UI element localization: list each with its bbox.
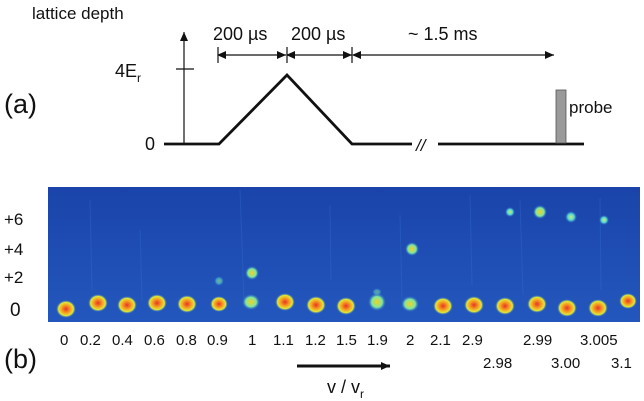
x-label: 2.98 xyxy=(483,355,512,372)
atom-cloud xyxy=(177,295,197,313)
x-label: 3.00 xyxy=(551,355,580,372)
atom-cloud-plus6 xyxy=(505,207,515,217)
x-label: 1.9 xyxy=(367,332,388,349)
y-tick-zero-label: 0 xyxy=(145,134,155,154)
image-noise xyxy=(89,189,602,301)
y-axis-label: lattice depth xyxy=(32,4,124,23)
atom-cloud xyxy=(147,294,167,312)
row-label-zero: 0 xyxy=(10,300,21,321)
x-label: 2.9 xyxy=(462,332,483,349)
x-label: 0.6 xyxy=(144,332,165,349)
atom-cloud xyxy=(56,300,76,318)
atom-cloud xyxy=(588,299,608,317)
atom-cloud-plus6 xyxy=(599,215,609,225)
x-labels-bottom: 2.98 3.00 3.1 xyxy=(483,355,632,372)
atom-diffracted-orders xyxy=(214,205,609,296)
x-label: 3.1 xyxy=(611,355,632,372)
atom-cloud xyxy=(88,294,108,312)
atom-cloud-plus4 xyxy=(405,242,419,256)
interval-1-label: 200 µs xyxy=(213,24,267,44)
x-label: 0.2 xyxy=(80,332,101,349)
x-label: 3.005 xyxy=(580,332,618,349)
lattice-pulse xyxy=(164,72,412,146)
x-label: 0 xyxy=(60,332,68,349)
atom-row-zero xyxy=(56,293,637,318)
x-label: 1.5 xyxy=(336,332,357,349)
x-label: 2.1 xyxy=(430,332,451,349)
atom-cloud-plus6 xyxy=(533,205,547,219)
x-label: 0.9 xyxy=(207,332,228,349)
velocity-axis-label: v / vr xyxy=(327,377,364,401)
atom-cloud-plus4-faint xyxy=(372,288,382,296)
x-label: 1 xyxy=(248,332,256,349)
atom-cloud xyxy=(619,293,637,309)
atom-cloud-plus6 xyxy=(565,211,577,223)
atom-cloud xyxy=(495,297,515,315)
atom-cloud xyxy=(433,297,453,315)
atom-cloud xyxy=(464,296,484,314)
atom-cloud-plus2 xyxy=(245,266,259,280)
row-label-plus2: +2 xyxy=(4,268,23,287)
interval-3-label: ~ 1.5 ms xyxy=(408,24,478,44)
atom-cloud-plus2 xyxy=(214,276,224,286)
atom-cloud xyxy=(306,296,326,314)
y-tick-4er-label: 4Er xyxy=(115,61,141,85)
atom-cloud xyxy=(557,299,577,317)
x-label: 2 xyxy=(406,332,414,349)
axis-break-mark: // xyxy=(415,136,428,155)
interval-2-label: 200 µs xyxy=(291,24,345,44)
atom-cloud xyxy=(210,296,228,312)
atom-cloud xyxy=(275,293,295,311)
panel-b-label: (b) xyxy=(4,344,37,374)
atom-cloud xyxy=(368,293,386,311)
atom-cloud xyxy=(401,296,419,312)
panel-a: (a) lattice depth 4Er 0 // probe 200 µs … xyxy=(4,4,612,155)
panel-a-label: (a) xyxy=(4,89,37,119)
x-labels-top: 0 0.2 0.4 0.6 0.8 0.9 1 1.1 1.2 1.5 1.9 … xyxy=(60,332,618,349)
probe-label: probe xyxy=(569,98,612,117)
x-label: 0.8 xyxy=(176,332,197,349)
probe-bar xyxy=(555,89,567,144)
x-label: 1.1 xyxy=(273,332,294,349)
row-label-plus4: +4 xyxy=(4,240,23,259)
x-label: 0.4 xyxy=(112,332,133,349)
atom-cloud xyxy=(527,295,547,313)
x-label: 1.2 xyxy=(305,332,326,349)
atom-cloud xyxy=(242,294,260,310)
atom-cloud xyxy=(117,296,137,314)
panel-b: +6 +4 +2 0 xyxy=(4,187,640,401)
x-label: 2.99 xyxy=(523,332,552,349)
row-label-plus6: +6 xyxy=(4,210,23,229)
atom-cloud xyxy=(336,297,356,315)
